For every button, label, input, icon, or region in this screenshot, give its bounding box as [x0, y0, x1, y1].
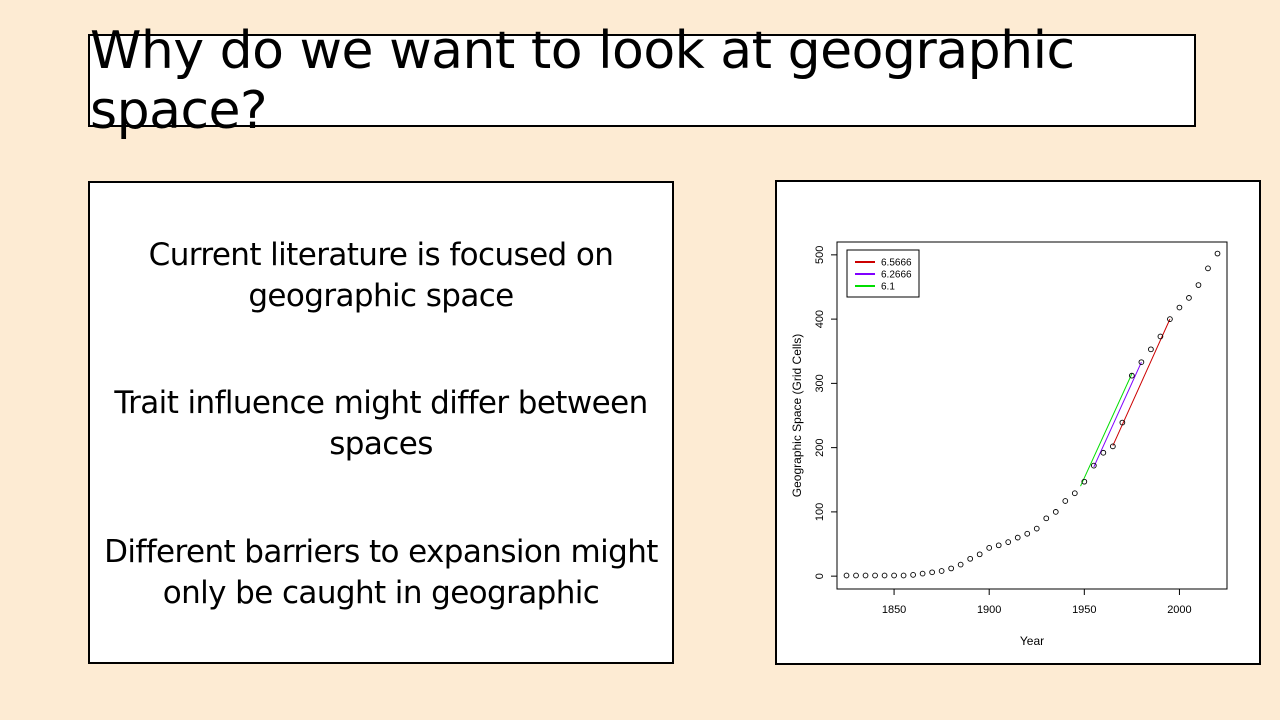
data-point	[891, 572, 897, 579]
y-tick-label: 0	[814, 573, 826, 579]
data-point	[1024, 530, 1031, 537]
data-point	[995, 542, 1002, 549]
data-point	[1110, 443, 1116, 450]
y-tick-label: 400	[814, 310, 826, 328]
fit-line	[1093, 361, 1142, 468]
data-point	[1081, 478, 1088, 485]
data-point	[1014, 534, 1021, 541]
data-point	[1129, 372, 1135, 379]
data-point	[881, 572, 888, 579]
data-point	[948, 565, 954, 572]
data-point	[1100, 449, 1107, 456]
x-axis-label: Year	[1020, 634, 1044, 648]
data-point	[900, 572, 907, 579]
data-point	[1005, 539, 1012, 545]
data-point	[1033, 525, 1040, 532]
x-tick-label: 2000	[1167, 604, 1191, 616]
data-point	[1043, 515, 1050, 522]
y-tick-label: 500	[814, 246, 826, 264]
data-point	[1157, 333, 1164, 340]
data-point	[1148, 346, 1154, 353]
data-point	[1119, 419, 1126, 426]
data-point	[1176, 304, 1183, 311]
chart-svg: 1850 1900 1950 2000 0 100 200 300 400 500 Year Geog…	[790, 241, 1228, 648]
data-point	[1195, 282, 1202, 288]
data-point	[967, 555, 974, 562]
legend-label: 6.5666	[881, 258, 912, 269]
chart-panel: 1850 1900 1950 2000 0 100 200 300 400 500 Year Geog…	[775, 180, 1261, 665]
data-point	[1186, 295, 1192, 301]
point-barriers: Different barriers to expansion might on…	[104, 534, 658, 611]
x-tick-label: 1850	[882, 604, 906, 616]
data-point	[1071, 490, 1078, 497]
point-literature: Current literature is focused on geograp…	[148, 237, 614, 314]
data-point	[862, 572, 869, 579]
fit-line	[1080, 373, 1133, 487]
data-point	[976, 551, 983, 558]
text-panel: Current literature is focused on geograp…	[88, 181, 674, 664]
point-trait-influence: Trait influence might differ between spa…	[114, 385, 648, 462]
data-point	[938, 568, 945, 574]
title-box: Why do we want to look at geographic spa…	[88, 21, 1196, 141]
legend-label: 6.1	[881, 282, 895, 293]
data-point	[919, 570, 926, 577]
x-tick-label: 1950	[1072, 604, 1096, 616]
data-point	[1167, 316, 1173, 322]
data-point	[1138, 359, 1145, 366]
x-tick-label: 1900	[977, 604, 1001, 616]
data-point	[910, 572, 916, 578]
fit-line	[1112, 318, 1171, 446]
slide-title: Why do we want to look at geographic spa…	[90, 20, 1075, 141]
data-point	[1090, 462, 1097, 469]
y-tick-label: 300	[814, 374, 826, 392]
data-point	[843, 572, 850, 579]
data-point	[853, 572, 859, 579]
data-point	[929, 569, 935, 576]
data-point	[1205, 265, 1211, 272]
data-point	[957, 561, 964, 568]
data-point	[1052, 509, 1059, 515]
data-point	[1062, 498, 1069, 504]
data-point	[986, 545, 993, 551]
data-point	[872, 572, 878, 579]
y-tick-label: 100	[814, 503, 826, 521]
data-point	[1214, 250, 1221, 257]
y-axis-label: Geographic Space (Grid Cells)	[790, 334, 804, 497]
y-tick-label: 200	[814, 438, 826, 456]
plot-frame	[836, 241, 1228, 590]
legend-label: 6.2666	[881, 270, 912, 281]
